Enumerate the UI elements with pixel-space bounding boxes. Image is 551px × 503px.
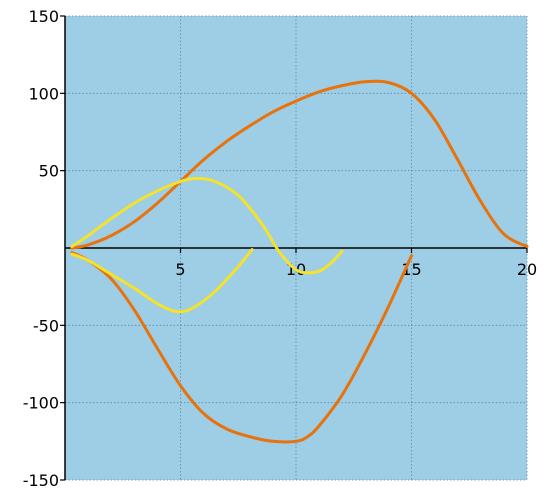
y-tick-label: -50 xyxy=(33,316,59,335)
x-tick-label: 20 xyxy=(517,260,537,279)
y-tick-label: 150 xyxy=(28,7,59,26)
series-lines xyxy=(70,79,529,444)
axes xyxy=(60,15,528,481)
y-tick-label: -100 xyxy=(23,394,59,413)
orange-series-line-1 xyxy=(70,79,529,250)
y-tick-label: -150 xyxy=(23,471,59,490)
y-tick-label: 100 xyxy=(28,84,59,103)
orange-series-line-2 xyxy=(70,251,413,444)
x-tick-label: 5 xyxy=(175,260,185,279)
yellow-series-line-3 xyxy=(70,176,344,275)
y-tick-label: 50 xyxy=(39,162,59,181)
yellow-series-line-4 xyxy=(70,248,254,314)
